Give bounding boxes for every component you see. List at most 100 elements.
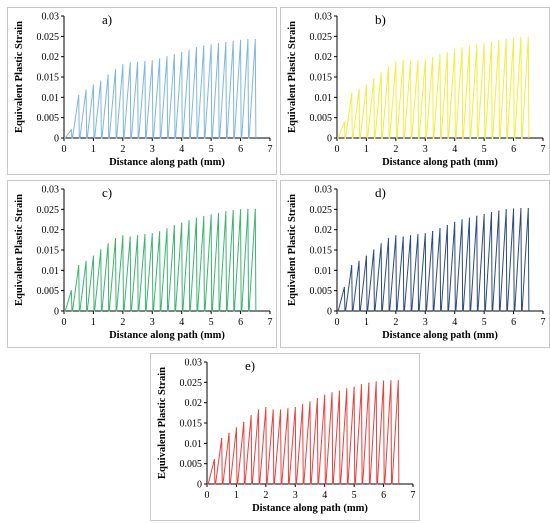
data-point [210, 44, 212, 46]
data-point [107, 243, 109, 245]
data-point [360, 384, 363, 386]
data-point [257, 409, 260, 411]
x-tick-label: 2 [263, 490, 268, 501]
y-tick-label: 0.01 [42, 93, 60, 104]
y-tick-label: 0.025 [310, 205, 333, 216]
y-tick-label: 0 [327, 134, 332, 145]
data-point [409, 235, 412, 237]
data-point [239, 209, 242, 211]
x-axis-title: Distance along path (mm) [252, 503, 368, 514]
data-point [417, 233, 419, 236]
data-point [114, 238, 117, 240]
data-point [85, 260, 87, 262]
data-point [166, 228, 168, 230]
data-point [387, 66, 390, 68]
x-tick-label: 3 [423, 144, 428, 155]
x-tick-label: 4 [179, 317, 184, 328]
x-axis-title: Distance along path (mm) [382, 157, 498, 168]
y-tick-label: 0.02 [42, 52, 60, 63]
data-point [210, 214, 212, 216]
data-point [114, 69, 117, 71]
data-point [527, 207, 529, 210]
data-point [468, 217, 471, 219]
x-tick-label: 3 [423, 317, 428, 328]
panel-label: b) [375, 12, 386, 27]
y-tick-label: 0.015 [310, 73, 333, 84]
data-point [365, 84, 368, 86]
y-tick-label: 0 [54, 134, 59, 145]
y-axis-title: Equivalent Plastic Strain [14, 194, 25, 306]
data-point [439, 227, 441, 230]
data-point [316, 398, 318, 400]
chart-svg: 0 0.005 0.01 0.015 0.02 0.025 0.03 0 1 2 3 4 5 6 7 Dist… [157, 358, 416, 515]
x-tick-label: 6 [381, 490, 386, 501]
data-point [217, 212, 220, 214]
data-point [217, 43, 220, 45]
y-tick-label: 0.025 [180, 378, 203, 389]
x-tick-label: 5 [209, 144, 214, 155]
data-point [373, 249, 375, 251]
data-point [100, 80, 102, 82]
chart-svg: 0 0.005 0.01 0.015 0.02 0.025 0.03 0 1 2 3 4 5 6 7 Dist… [14, 185, 273, 342]
data-point [136, 61, 139, 63]
y-tick-label: 0.015 [310, 246, 333, 257]
chart-panel: 0 0.005 0.01 0.015 0.02 0.025 0.03 0 1 2 3 4 5 6 7 Dist… [7, 180, 277, 348]
data-point [527, 36, 529, 38]
data-point [92, 255, 95, 257]
data-point [402, 236, 404, 238]
y-tick-label: 0.02 [315, 225, 333, 236]
data-point [279, 409, 282, 411]
series-line [337, 37, 530, 139]
chart-svg: 0 0.005 0.01 0.015 0.02 0.025 0.03 0 1 2 3 4 5 6 7 Dist… [14, 12, 273, 169]
panel-label: a) [102, 12, 113, 27]
data-point [380, 72, 382, 74]
data-point [247, 38, 249, 41]
data-point [432, 56, 434, 59]
data-point [409, 60, 412, 63]
x-tick-label: 5 [482, 317, 487, 328]
x-tick-label: 7 [411, 490, 416, 501]
data-point [424, 59, 426, 61]
y-axis-title: Equivalent Plastic Strain [287, 194, 298, 306]
series-line [207, 380, 400, 485]
data-point [461, 219, 463, 221]
data-point [490, 211, 493, 214]
data-point [439, 54, 441, 56]
data-point [483, 214, 485, 216]
x-tick-label: 2 [393, 144, 398, 155]
data-point [454, 48, 456, 50]
y-tick-label: 0.005 [180, 459, 203, 470]
x-axis-title: Distance along path (mm) [382, 330, 498, 341]
x-tick-label: 0 [335, 144, 340, 155]
y-tick-label: 0.025 [37, 32, 60, 43]
data-point [343, 286, 345, 289]
chart-panel: 0 0.005 0.01 0.015 0.02 0.025 0.03 0 1 2 3 4 5 6 7 Dist… [150, 353, 420, 521]
chart-svg: 0 0.005 0.01 0.015 0.02 0.025 0.03 0 1 2 3 4 5 6 7 Dist… [287, 12, 546, 169]
data-point [520, 36, 522, 38]
data-point [498, 210, 500, 212]
data-point [302, 404, 304, 406]
x-axis-title: Distance along path (mm) [109, 157, 225, 168]
data-point [100, 249, 102, 251]
x-tick-label: 4 [322, 490, 327, 501]
x-tick-label: 2 [120, 144, 125, 155]
y-tick-label: 0 [197, 480, 202, 491]
series-line [337, 208, 530, 312]
x-tick-label: 2 [120, 317, 125, 328]
data-point [70, 129, 72, 131]
data-point [85, 89, 87, 91]
x-tick-label: 7 [541, 317, 546, 328]
y-tick-label: 0.01 [185, 439, 203, 450]
data-point [228, 432, 230, 434]
y-tick-label: 0.005 [37, 286, 60, 297]
data-point [309, 401, 311, 403]
chart-panel: 0 0.005 0.01 0.015 0.02 0.025 0.03 0 1 2 3 4 5 6 7 Dist… [280, 180, 550, 348]
data-point [505, 209, 507, 211]
data-point [375, 381, 377, 383]
data-point [188, 220, 190, 222]
data-point [373, 78, 375, 80]
x-tick-label: 3 [150, 317, 155, 328]
data-point [331, 392, 333, 394]
y-axis-title: Equivalent Plastic Strain [287, 21, 298, 133]
